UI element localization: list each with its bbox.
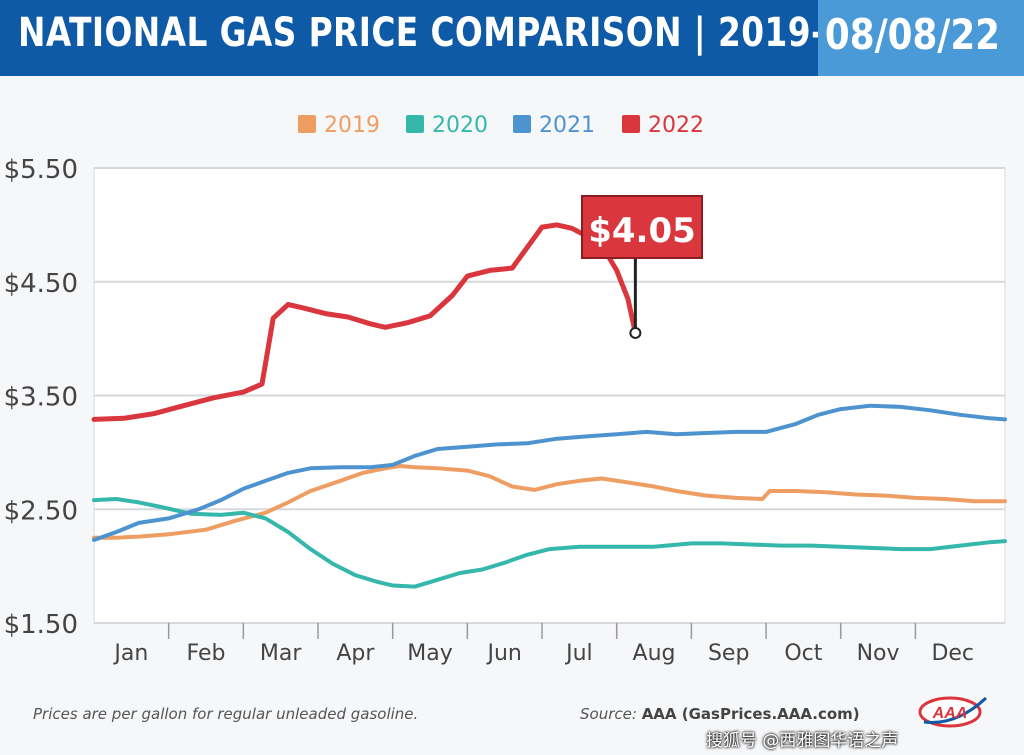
header-title-bar: NATIONAL GAS PRICE COMPARISON | 2019-202… <box>0 0 917 76</box>
footer-source: Source: AAA (GasPrices.AAA.com) <box>580 705 860 723</box>
legend-label: 2020 <box>432 113 488 138</box>
y-tick-label: $4.50 <box>4 269 78 299</box>
aaa-logo-text: AAA <box>932 705 968 722</box>
x-tick-label: Aug <box>633 641 676 666</box>
x-tick-label: May <box>407 641 452 666</box>
x-tick-label: Feb <box>187 641 226 666</box>
legend-item-2022: 2022 <box>622 113 704 138</box>
callout-box <box>581 195 703 259</box>
legend-swatch <box>513 115 531 133</box>
x-tick-label: Jun <box>486 641 522 666</box>
legend-swatch <box>622 115 640 133</box>
x-tick-label: Jan <box>112 641 148 666</box>
y-tick-label: $3.50 <box>4 383 78 413</box>
legend-item-2019: 2019 <box>298 113 380 138</box>
callout-label: $4.05 <box>588 211 696 251</box>
x-tick-label: Oct <box>784 641 822 666</box>
series-line-2022 <box>91 222 638 422</box>
y-tick-label: $1.50 <box>4 610 78 640</box>
legend-swatch <box>406 115 424 133</box>
source-prefix: Source: <box>580 705 637 723</box>
y-tick-label: $5.50 <box>4 155 78 185</box>
watermark-text: 搜狐号 @西雅图华语之声 <box>706 731 899 751</box>
y-tick-label: $2.50 <box>4 496 78 526</box>
header-date-bar: 08/08/22 <box>818 0 1024 76</box>
footer-note: Prices are per gallon for regular unlead… <box>33 705 419 723</box>
callout-point <box>629 326 642 339</box>
legend-item-2021: 2021 <box>513 113 595 138</box>
legend-item-2020: 2020 <box>406 113 488 138</box>
x-tick-label: Nov <box>857 641 900 666</box>
series-line-2020 <box>92 497 1007 589</box>
series-line-2021 <box>92 403 1007 542</box>
series-line-2019 <box>92 464 1007 540</box>
legend-swatch <box>298 115 316 133</box>
source-text: AAA (GasPrices.AAA.com) <box>641 705 860 723</box>
aaa-logo: AAA <box>918 696 988 728</box>
x-tick-label: Dec <box>931 641 974 666</box>
x-tick-label: Sep <box>708 641 749 666</box>
legend-label: 2019 <box>324 113 380 138</box>
x-tick-label: Apr <box>336 641 375 666</box>
x-tick-label: Jul <box>564 641 593 666</box>
x-tick-label: Mar <box>260 641 302 666</box>
page-title: NATIONAL GAS PRICE COMPARISON | 2019-202… <box>18 10 918 56</box>
date-label: 08/08/22 <box>824 10 1000 59</box>
legend-label: 2021 <box>539 113 595 138</box>
legend-label: 2022 <box>648 113 704 138</box>
